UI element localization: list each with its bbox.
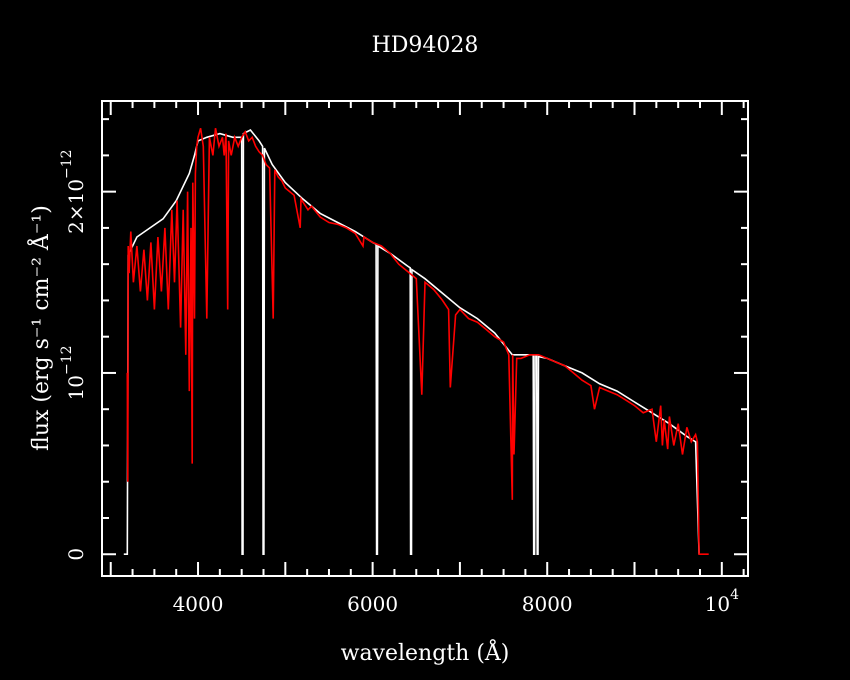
series-line-red bbox=[126, 127, 709, 555]
series-layer bbox=[123, 127, 709, 555]
x-tick-label: 8000 bbox=[522, 592, 573, 616]
chart-title: HD94028 bbox=[372, 33, 479, 58]
x-tick-labels: 4000 6000 8000 104 bbox=[173, 587, 740, 616]
y-tick-exponent: −12 bbox=[59, 345, 75, 375]
y-tick-exponent: −12 bbox=[59, 149, 75, 179]
x-axis-label: wavelength (Å) bbox=[341, 638, 510, 666]
y-tick-label: 0 bbox=[64, 548, 88, 561]
axes-box bbox=[101, 100, 749, 577]
x-tick-exponent: 4 bbox=[730, 587, 739, 603]
y-axis-label: flux (erg s⁻¹ cm⁻² Å⁻¹) bbox=[26, 205, 54, 451]
axes-frame bbox=[101, 100, 749, 577]
x-tick-label: 4000 bbox=[173, 592, 224, 616]
x-tick-label: 6000 bbox=[347, 592, 398, 616]
series-line-white bbox=[123, 128, 700, 555]
